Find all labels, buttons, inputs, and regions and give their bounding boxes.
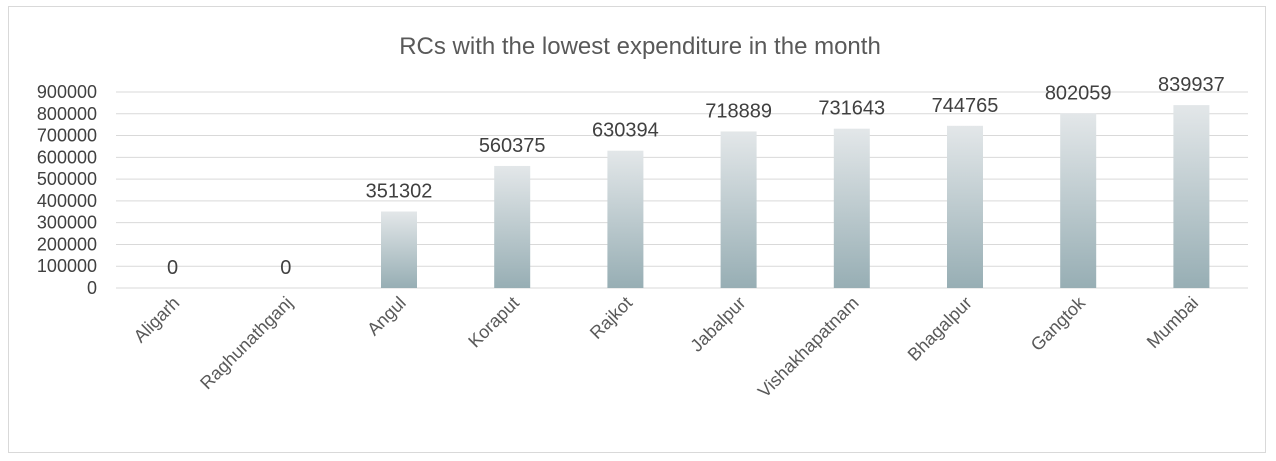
x-tick-label: Mumbai: [1143, 293, 1202, 352]
data-labels: 0 0 351302 560375 630394 718889 731643 744765 80…: [167, 74, 1225, 279]
y-tick-label: 500000: [37, 169, 97, 189]
bar: [947, 125, 983, 288]
data-label: 630394: [592, 120, 659, 142]
y-tick-label: 800000: [37, 104, 97, 124]
bars: [381, 105, 1210, 288]
bar: [607, 150, 644, 288]
data-label: 0: [280, 257, 291, 279]
data-label: 802059: [1045, 82, 1112, 104]
x-tick-label: Vishakhapatnam: [754, 293, 863, 402]
x-tick-label: Rajkot: [586, 293, 636, 343]
bar: [1060, 113, 1097, 288]
data-label: 0: [167, 257, 178, 279]
y-tick-label: 900000: [37, 82, 97, 102]
bar: [1173, 105, 1210, 288]
y-tick-label: 600000: [37, 147, 97, 167]
x-tick-label: Bhagalpur: [904, 293, 976, 365]
x-tick-label: Aligarh: [130, 293, 184, 347]
y-axis-tick-labels: 0100000200000300000400000500000600000700…: [37, 82, 97, 298]
data-label: 731643: [818, 98, 885, 120]
data-label: 744765: [932, 95, 999, 117]
data-label: 839937: [1158, 74, 1225, 96]
x-tick-label: Koraput: [464, 293, 523, 352]
x-axis-tick-labels: Aligarh Raghunathganj Angul Koraput Rajkot Ja…: [130, 292, 1203, 401]
y-tick-label: 0: [87, 278, 97, 298]
y-tick-label: 100000: [37, 256, 97, 276]
x-tick-label: Raghunathganj: [196, 293, 296, 393]
data-label: 351302: [366, 180, 433, 202]
x-tick-label: Jabalpur: [686, 293, 749, 356]
x-tick-label: Gangtok: [1027, 292, 1090, 355]
chart-title: RCs with the lowest expenditure in the m…: [399, 33, 881, 60]
bar: [494, 165, 531, 288]
y-tick-label: 700000: [37, 126, 97, 146]
y-tick-label: 200000: [37, 234, 97, 254]
bar: [720, 131, 757, 288]
y-tick-label: 400000: [37, 191, 97, 211]
bar: [381, 211, 417, 288]
x-tick-label: Angul: [363, 293, 410, 340]
y-tick-label: 300000: [37, 213, 97, 233]
gridlines: [116, 91, 1248, 289]
bar: [833, 128, 870, 288]
data-label: 718889: [705, 100, 772, 122]
data-label: 560375: [479, 135, 546, 157]
